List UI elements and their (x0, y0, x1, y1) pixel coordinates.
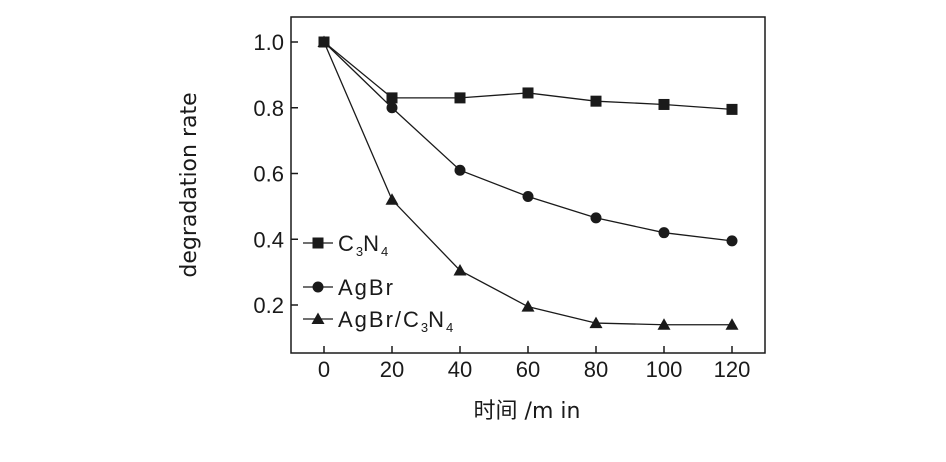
series-line-agbr (323, 41, 733, 242)
legend-item-agbr-c3n4: AgBr/C3N4 (303, 307, 453, 335)
series-c3n4 (318, 36, 738, 115)
data-point-agbr-c3n4 (725, 318, 739, 330)
y-tick-label: 1.0 (253, 30, 284, 55)
data-point-agbr-c3n4 (317, 35, 331, 47)
y-tick-label: 0.4 (253, 227, 284, 252)
data-point-c3n4 (590, 95, 602, 107)
data-point-c3n4 (454, 92, 466, 104)
data-point-agbr (590, 212, 602, 224)
x-tick-label: 40 (448, 357, 472, 382)
x-tick-label: 60 (516, 357, 540, 382)
data-point-c3n4 (522, 87, 534, 99)
data-point-agbr (386, 102, 398, 114)
legend-marker (311, 312, 325, 324)
data-point-agbr-c3n4 (385, 193, 399, 205)
data-point-agbr (658, 227, 670, 239)
legend-label: AgBr/C3N4 (338, 307, 453, 335)
y-tick-label: 0.2 (253, 293, 284, 318)
data-point-c3n4 (658, 98, 670, 110)
series-line-c3n4 (323, 41, 733, 111)
legend-item-agbr: AgBr (303, 275, 395, 300)
legend: C3N4 AgBr AgBr/C3N4 (303, 231, 453, 335)
data-point-agbr-c3n4 (521, 300, 535, 312)
x-tick-label: 20 (380, 357, 404, 382)
x-tick-label: 80 (584, 357, 608, 382)
legend-label: AgBr (338, 275, 395, 300)
series-agbr-c3n4 (317, 35, 739, 330)
x-axis-ticks: 0 20 40 60 80 100 120 (318, 346, 750, 382)
x-tick-label: 100 (646, 357, 683, 382)
legend-marker (312, 237, 324, 249)
x-tick-label: 0 (318, 357, 330, 382)
data-point-agbr-c3n4 (589, 316, 603, 329)
data-point-agbr (522, 191, 534, 203)
series-layer (317, 35, 739, 330)
y-tick-label: 0.6 (253, 162, 284, 187)
legend-item-c3n4: C3N4 (303, 231, 388, 259)
data-point-agbr-c3n4 (657, 318, 671, 330)
data-point-agbr-c3n4 (453, 263, 467, 276)
y-axis-ticks: 0.2 0.4 0.6 0.8 1.0 (253, 30, 298, 318)
data-point-c3n4 (386, 92, 398, 104)
legend-marker (312, 281, 324, 293)
x-tick-label: 120 (714, 357, 751, 382)
y-axis-title: degradation rate (177, 92, 202, 277)
legend-label: C3N4 (338, 231, 388, 259)
data-point-c3n4 (726, 103, 738, 115)
series-agbr (318, 36, 738, 247)
data-point-agbr (454, 164, 466, 176)
data-point-agbr (726, 235, 738, 247)
y-tick-label: 0.8 (253, 96, 284, 121)
x-axis-title: 时间 /m in (474, 399, 581, 424)
